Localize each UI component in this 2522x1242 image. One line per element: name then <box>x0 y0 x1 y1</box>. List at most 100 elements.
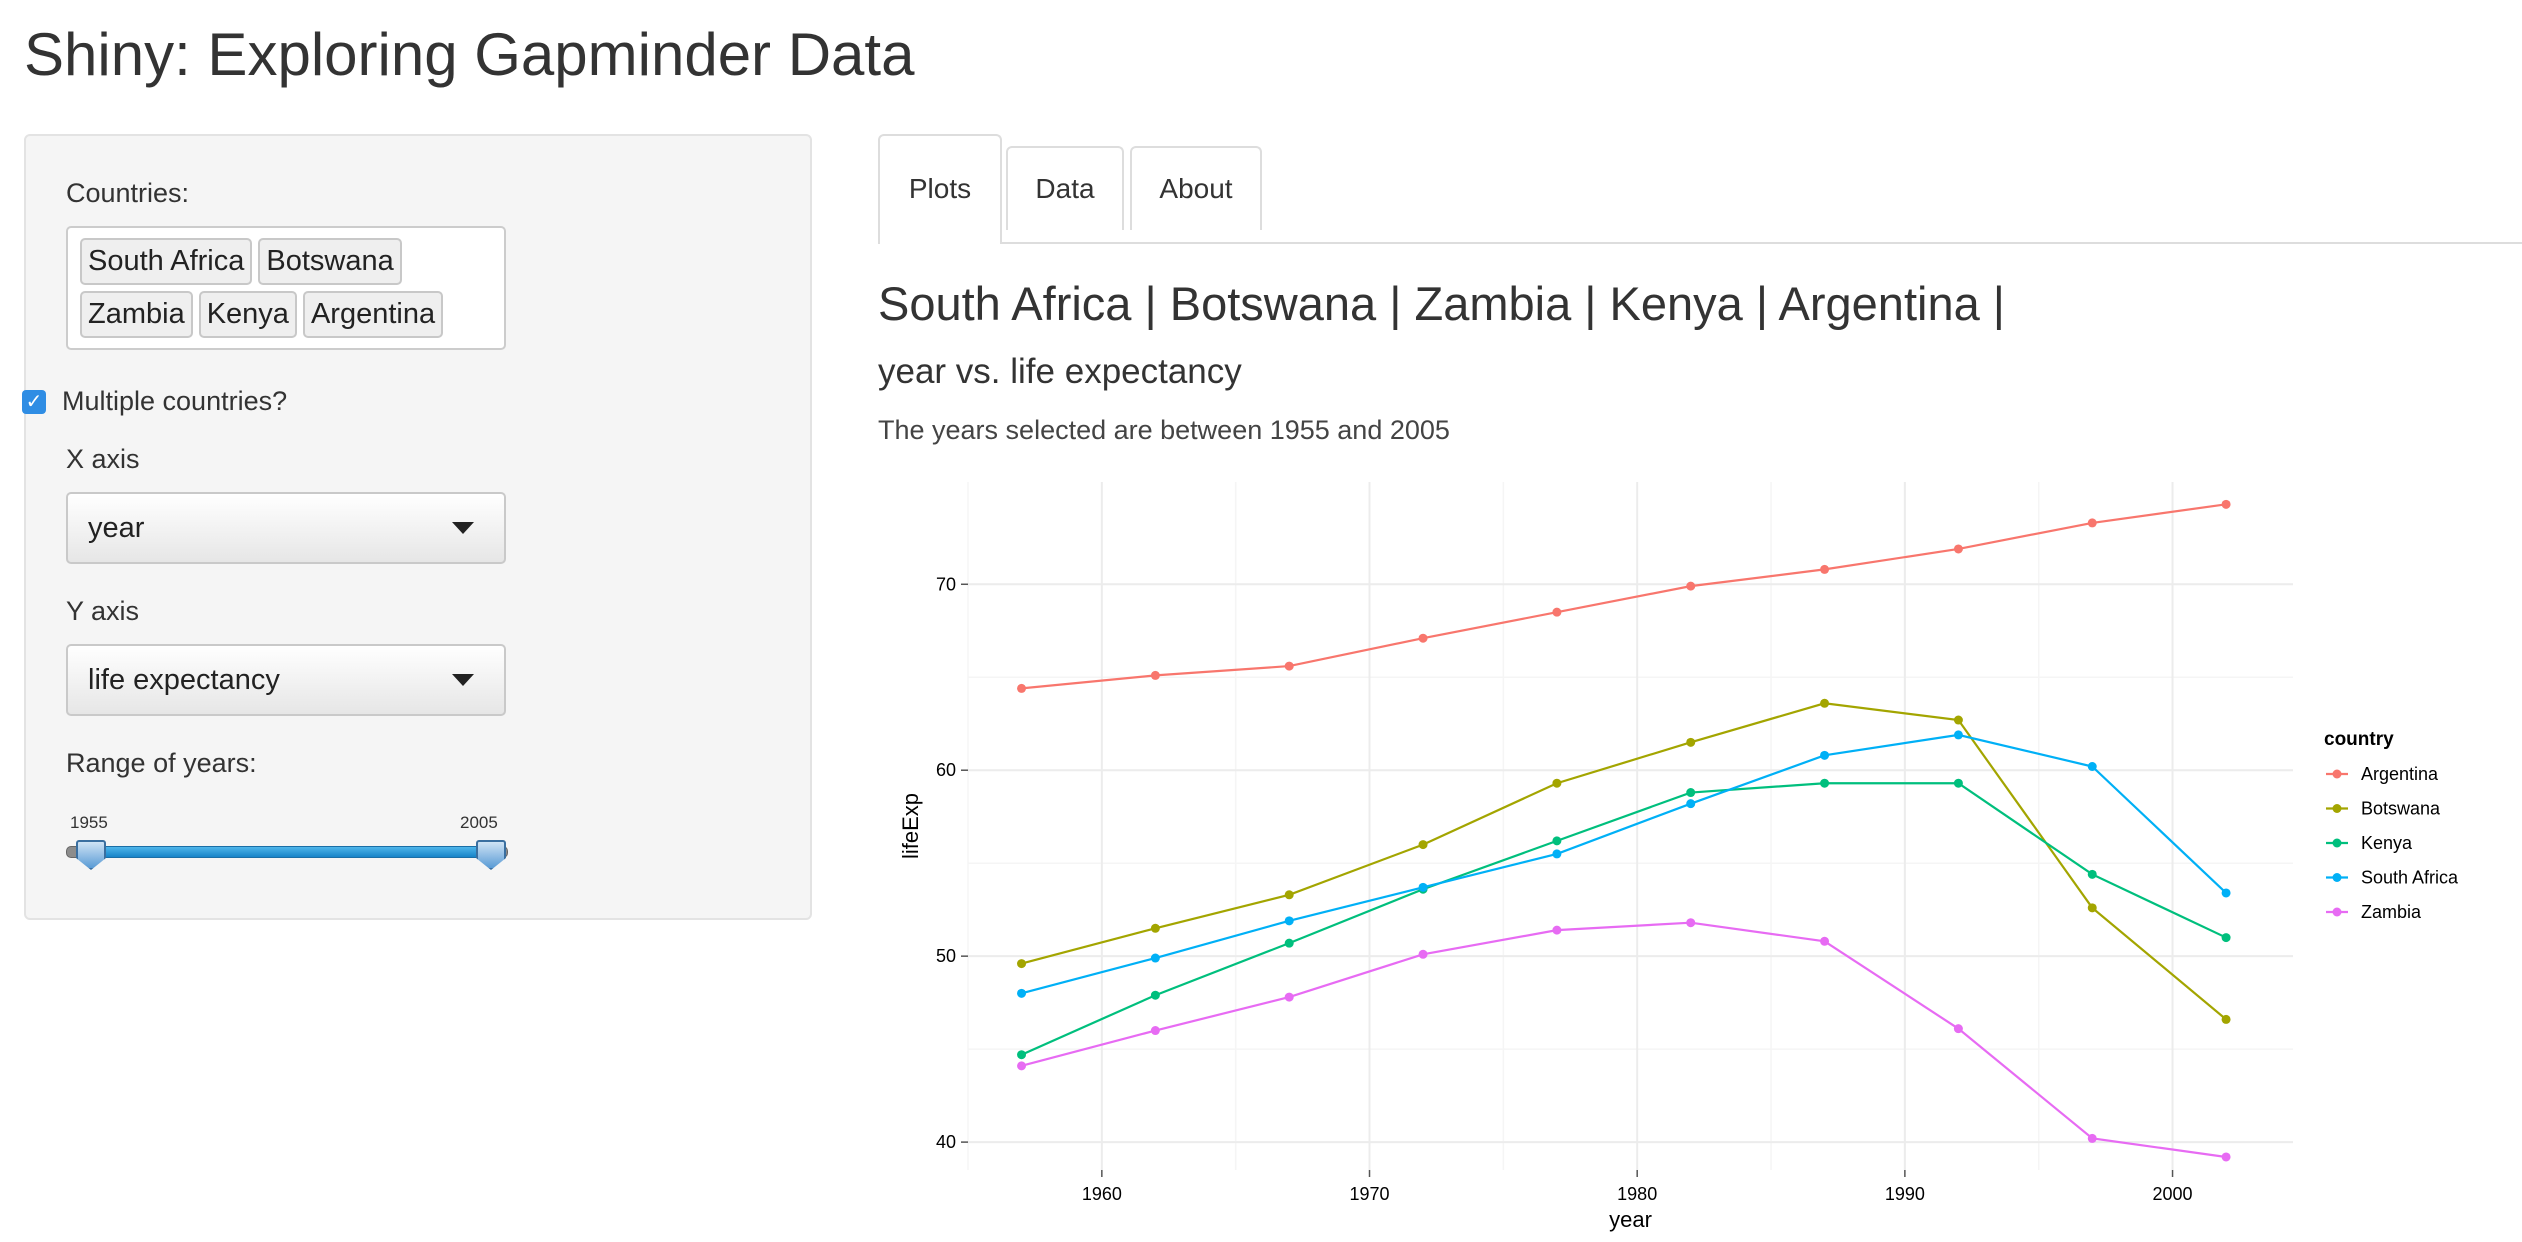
data-point <box>2087 761 2097 771</box>
data-point <box>2087 869 2097 879</box>
legend-label: Kenya <box>2361 833 2413 853</box>
data-point <box>1284 661 1294 671</box>
series-line <box>1021 921 2227 1159</box>
range-min-handle[interactable] <box>76 840 106 870</box>
x-tick-label: 2000 <box>2153 1184 2193 1204</box>
data-point <box>1284 916 1294 926</box>
data-point <box>2087 1133 2097 1143</box>
data-point <box>1017 1061 1027 1071</box>
data-point <box>2221 933 2231 943</box>
y-axis-value: life expectancy <box>88 664 280 696</box>
data-point <box>1820 936 1830 946</box>
data-point <box>1820 698 1830 708</box>
data-point <box>1150 923 1160 933</box>
data-point <box>1820 564 1830 574</box>
range-label: Range of years: <box>66 748 257 778</box>
legend-title: country <box>2324 729 2394 750</box>
data-point <box>1418 949 1428 959</box>
countries-label: Countries: <box>66 178 190 208</box>
range-max-handle[interactable] <box>476 840 506 870</box>
y-axis-select[interactable]: life expectancy <box>66 644 506 716</box>
data-point <box>1820 750 1830 760</box>
x-tick-label: 1980 <box>1617 1184 1657 1204</box>
data-point <box>1017 683 1027 693</box>
data-point <box>1284 992 1294 1002</box>
multiple-countries-row[interactable]: ✓ Multiple countries? <box>22 386 287 417</box>
legend-key-point <box>2332 838 2342 848</box>
axes-heading: year vs. life expectancy <box>878 352 1242 391</box>
data-point <box>1418 882 1428 892</box>
data-point <box>1552 836 1562 846</box>
data-point <box>1686 788 1696 798</box>
x-axis-title: year <box>1609 1207 1652 1232</box>
legend-label: Argentina <box>2361 764 2439 784</box>
y-tick-label: 40 <box>936 1132 956 1152</box>
legend-key-point <box>2332 804 2342 813</box>
chevron-down-icon <box>452 522 474 534</box>
legend-key-point <box>2332 769 2342 779</box>
country-chip[interactable]: South Africa <box>80 238 253 285</box>
data-point <box>1820 778 1830 788</box>
range-min-value: 1955 <box>70 813 108 832</box>
data-point <box>1284 890 1294 900</box>
data-point <box>1953 730 1963 740</box>
range-max-value: 2005 <box>460 813 498 832</box>
y-tick-label: 70 <box>936 574 956 594</box>
data-point <box>1418 633 1428 643</box>
x-tick-label: 1990 <box>1885 1184 1925 1204</box>
data-point <box>1686 581 1696 591</box>
range-slider-fill <box>88 846 490 858</box>
tab-about[interactable]: About <box>1130 146 1262 230</box>
tab-plots[interactable]: Plots <box>878 134 1002 244</box>
x-tick-label: 1970 <box>1349 1184 1389 1204</box>
data-point <box>1150 670 1160 680</box>
x-tick-label: 1960 <box>1082 1184 1122 1204</box>
legend-label: Botswana <box>2361 799 2441 819</box>
series-line <box>1021 733 2227 995</box>
data-point <box>1953 778 1963 788</box>
data-point <box>1953 1024 1963 1034</box>
multiple-countries-label: Multiple countries? <box>62 386 288 416</box>
data-point <box>1686 737 1696 747</box>
data-point <box>1150 990 1160 1000</box>
life-expectancy-chart: 1960 1970 1980 1990 2000 40 50 60 70 year lifeExp c… <box>898 482 2459 1232</box>
legend-key-point <box>2332 873 2342 882</box>
data-point <box>1418 840 1428 850</box>
data-point <box>1552 778 1562 788</box>
countries-select[interactable]: South Africa Botswana Zambia Kenya Argen… <box>66 226 506 350</box>
tab-bar: Plots Data About <box>878 134 2522 244</box>
multiple-countries-checkbox[interactable]: ✓ <box>22 389 46 414</box>
page-title: Shiny: Exploring Gapminder Data <box>24 21 915 88</box>
series-line <box>1021 782 2227 1056</box>
data-point <box>1017 988 1027 998</box>
country-chip[interactable]: Zambia <box>80 291 193 338</box>
legend-key-point <box>2332 907 2342 917</box>
x-axis-select[interactable]: year <box>66 492 506 564</box>
y-tick-label: 50 <box>936 946 956 966</box>
legend-label: South Africa <box>2361 868 2459 888</box>
data-point <box>1552 925 1562 935</box>
data-point <box>1552 849 1562 859</box>
data-point <box>1017 959 1027 969</box>
country-chip[interactable]: Kenya <box>198 291 297 338</box>
data-point <box>1686 799 1696 809</box>
data-point <box>2221 1152 2231 1162</box>
y-tick-label: 60 <box>936 760 956 780</box>
series-line <box>1021 702 2227 1021</box>
data-point <box>1150 1026 1160 1036</box>
data-point <box>1686 918 1696 928</box>
legend-label: Zambia <box>2361 902 2422 922</box>
countries-heading: South Africa | Botswana | Zambia | Kenya… <box>878 277 2005 330</box>
y-axis-label: Y axis <box>66 596 140 626</box>
data-point <box>2087 518 2097 528</box>
data-point <box>1150 953 1160 963</box>
series-line <box>1021 503 2227 690</box>
sidebar-panel: Countries: South Africa Botswana Zambia … <box>22 134 812 920</box>
country-chip[interactable]: Botswana <box>258 238 402 285</box>
data-point <box>1552 607 1562 617</box>
country-chip[interactable]: Argentina <box>302 291 444 338</box>
y-axis-title: lifeExp <box>898 793 923 859</box>
data-point <box>1953 715 1963 725</box>
data-point <box>2221 499 2231 509</box>
tab-data[interactable]: Data <box>1006 146 1124 230</box>
